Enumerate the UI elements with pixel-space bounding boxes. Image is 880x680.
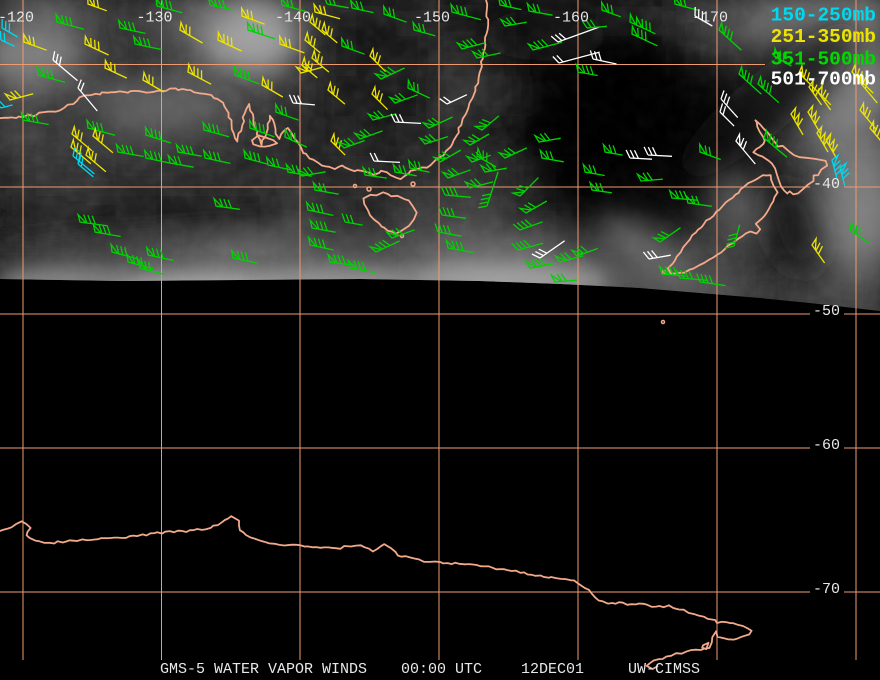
svg-text:-140: -140 (275, 10, 311, 27)
svg-text:-130: -130 (136, 10, 172, 27)
svg-text:-120: -120 (0, 10, 34, 27)
svg-text:00:00 UTC: 00:00 UTC (401, 661, 482, 678)
svg-text:12DEC01: 12DEC01 (521, 661, 584, 678)
svg-text:-170: -170 (692, 10, 728, 27)
svg-text:-70: -70 (813, 581, 840, 598)
svg-text:150-250mb: 150-250mb (771, 5, 876, 27)
svg-text:-150: -150 (414, 10, 450, 27)
svg-text:UW-CIMSS: UW-CIMSS (628, 661, 700, 678)
svg-text:351-500mb: 351-500mb (771, 49, 876, 71)
svg-text:251-350mb: 251-350mb (771, 26, 876, 48)
svg-text:-50: -50 (813, 303, 840, 320)
svg-text:-60: -60 (813, 437, 840, 454)
svg-text:-40: -40 (813, 176, 840, 193)
svg-text:501-700mb: 501-700mb (771, 69, 876, 91)
svg-text:-160: -160 (553, 10, 589, 27)
svg-text:GMS-5 WATER VAPOR WINDS: GMS-5 WATER VAPOR WINDS (160, 661, 367, 678)
